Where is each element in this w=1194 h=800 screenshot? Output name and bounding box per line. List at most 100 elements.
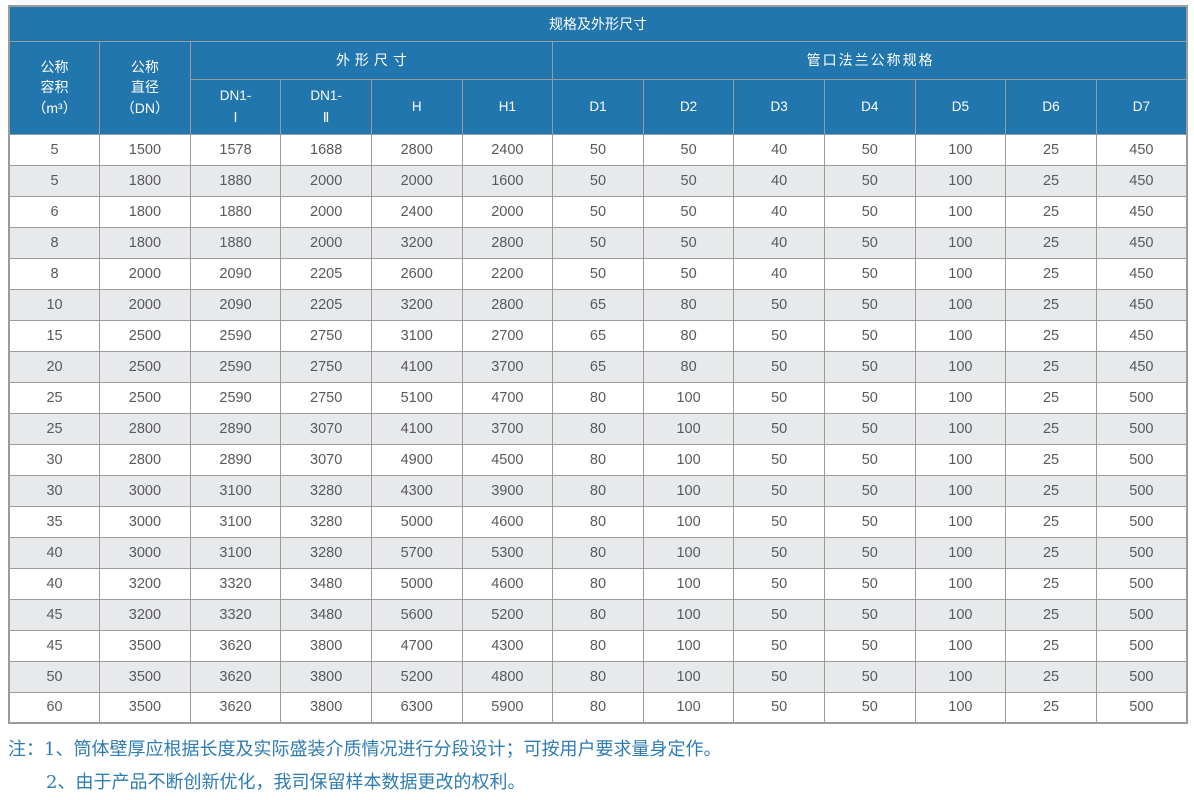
table-cell: 3280 xyxy=(280,505,372,538)
table-title-row: 规格及外形尺寸 xyxy=(8,5,1188,42)
column-header-row: DN1- Ⅰ DN1- Ⅱ H H1 D1 D2 D3 D4 D5 D6 D7 xyxy=(9,78,1188,135)
table-cell: 100 xyxy=(642,691,735,724)
table-cell: 100 xyxy=(642,474,735,507)
table-cell: 2700 xyxy=(461,319,554,352)
table-cell: 3500 xyxy=(99,691,191,724)
table-cell: 100 xyxy=(914,164,1007,197)
group-header-outline-dimensions: 外形尺寸 xyxy=(189,40,554,80)
table-cell: 3000 xyxy=(99,536,191,569)
table-cell: 1688 xyxy=(280,133,372,166)
table-row: 15 2500 2590 2750 3100 2700 65 80 50 50 100 25 450 xyxy=(8,319,1188,352)
table-cell: 2090 xyxy=(189,257,282,290)
table-cell: 4800 xyxy=(461,660,554,693)
table-cell: 30 xyxy=(8,474,101,507)
table-cell: 50 xyxy=(733,350,825,383)
table-row: 20 2500 2590 2750 4100 3700 65 80 50 50 100 25 450 xyxy=(8,350,1188,383)
table-cell: 500 xyxy=(1095,474,1188,507)
table-cell: 80 xyxy=(552,629,644,662)
table-cell: 50 xyxy=(823,505,916,538)
table-cell: 45 xyxy=(8,598,101,631)
table-cell: 4500 xyxy=(461,443,554,476)
table-cell: 2590 xyxy=(189,381,282,414)
column-header: D3 xyxy=(733,78,825,135)
table-cell: 4700 xyxy=(461,381,554,414)
table-cell: 6 xyxy=(8,195,101,228)
table-cell: 50 xyxy=(823,598,916,631)
table-row: 8 1800 1880 2000 3200 2800 50 50 40 50 100 25 450 xyxy=(8,226,1188,259)
table-cell: 100 xyxy=(914,443,1007,476)
table-cell: 4300 xyxy=(461,629,554,662)
table-cell: 2000 xyxy=(280,195,372,228)
table-cell: 2500 xyxy=(99,319,191,352)
table-cell: 1880 xyxy=(189,164,282,197)
table-cell: 100 xyxy=(914,505,1007,538)
table-cell: 30 xyxy=(8,443,101,476)
table-cell: 2400 xyxy=(461,133,554,166)
table-cell: 2590 xyxy=(189,350,282,383)
table-cell: 40 xyxy=(8,567,101,600)
table-cell: 500 xyxy=(1095,598,1188,631)
table-cell: 40 xyxy=(733,195,825,228)
table-cell: 10 xyxy=(8,288,101,321)
table-cell: 3800 xyxy=(280,691,372,724)
table-cell: 50 xyxy=(552,195,644,228)
table-cell: 50 xyxy=(733,381,825,414)
table-cell: 3200 xyxy=(370,226,463,259)
table-cell: 100 xyxy=(914,567,1007,600)
table-cell: 3280 xyxy=(280,474,372,507)
table-cell: 5100 xyxy=(370,381,463,414)
table-cell: 5000 xyxy=(370,505,463,538)
table-cell: 2800 xyxy=(461,288,554,321)
table-cell: 50 xyxy=(733,474,825,507)
table-cell: 25 xyxy=(1005,288,1097,321)
table-cell: 500 xyxy=(1095,660,1188,693)
table-cell: 3000 xyxy=(99,505,191,538)
table-row: 25 2500 2590 2750 5100 4700 80 100 50 50 100 25 500 xyxy=(8,381,1188,414)
column-header: D5 xyxy=(914,78,1007,135)
table-cell: 100 xyxy=(642,567,735,600)
column-header: D6 xyxy=(1005,78,1097,135)
table-cell: 3200 xyxy=(370,288,463,321)
table-cell: 2600 xyxy=(370,257,463,290)
table-cell: 40 xyxy=(733,164,825,197)
table-cell: 100 xyxy=(914,660,1007,693)
table-cell: 65 xyxy=(552,350,644,383)
table-cell: 50 xyxy=(733,660,825,693)
table-cell: 450 xyxy=(1095,257,1188,290)
table-cell: 25 xyxy=(1005,257,1097,290)
table-cell: 50 xyxy=(733,443,825,476)
table-cell: 2000 xyxy=(99,288,191,321)
col-header-nominal-diameter: 公称 直径 （DN） xyxy=(99,40,191,135)
table-cell: 50 xyxy=(823,319,916,352)
table-cell: 100 xyxy=(914,629,1007,662)
table-cell: 25 xyxy=(1005,567,1097,600)
table-cell: 3480 xyxy=(280,598,372,631)
table-row: 5 1800 1880 2000 2000 1600 50 50 40 50 100 25 450 xyxy=(8,164,1188,197)
table-row: 50 3500 3620 3800 5200 4800 80 100 50 50 100 25 500 xyxy=(8,660,1188,693)
table-cell: 25 xyxy=(1005,474,1097,507)
table-cell: 80 xyxy=(642,350,735,383)
table-cell: 65 xyxy=(552,288,644,321)
table-cell: 4100 xyxy=(370,412,463,445)
table-cell: 3480 xyxy=(280,567,372,600)
table-cell: 2800 xyxy=(99,443,191,476)
table-cell: 80 xyxy=(552,381,644,414)
table-cell: 25 xyxy=(1005,443,1097,476)
table-cell: 100 xyxy=(914,691,1007,724)
table-cell: 450 xyxy=(1095,226,1188,259)
table-cell: 50 xyxy=(823,536,916,569)
table-cell: 60 xyxy=(8,691,101,724)
table-cell: 50 xyxy=(823,691,916,724)
table-cell: 2750 xyxy=(280,350,372,383)
table-row: 40 3000 3100 3280 5700 5300 80 100 50 50 100 25 500 xyxy=(8,536,1188,569)
table-cell: 2800 xyxy=(370,133,463,166)
footnotes: 注：1、筒体壁厚应根据长度及实际盛装介质情况进行分段设计；可按用户要求量身定作。… xyxy=(8,733,1188,800)
table-cell: 50 xyxy=(552,257,644,290)
table-cell: 4100 xyxy=(370,350,463,383)
table-cell: 2200 xyxy=(461,257,554,290)
table-cell: 65 xyxy=(552,319,644,352)
table-cell: 80 xyxy=(552,660,644,693)
table-cell: 4300 xyxy=(370,474,463,507)
table-row: 10 2000 2090 2205 3200 2800 65 80 50 50 100 25 450 xyxy=(8,288,1188,321)
table-cell: 50 xyxy=(733,691,825,724)
